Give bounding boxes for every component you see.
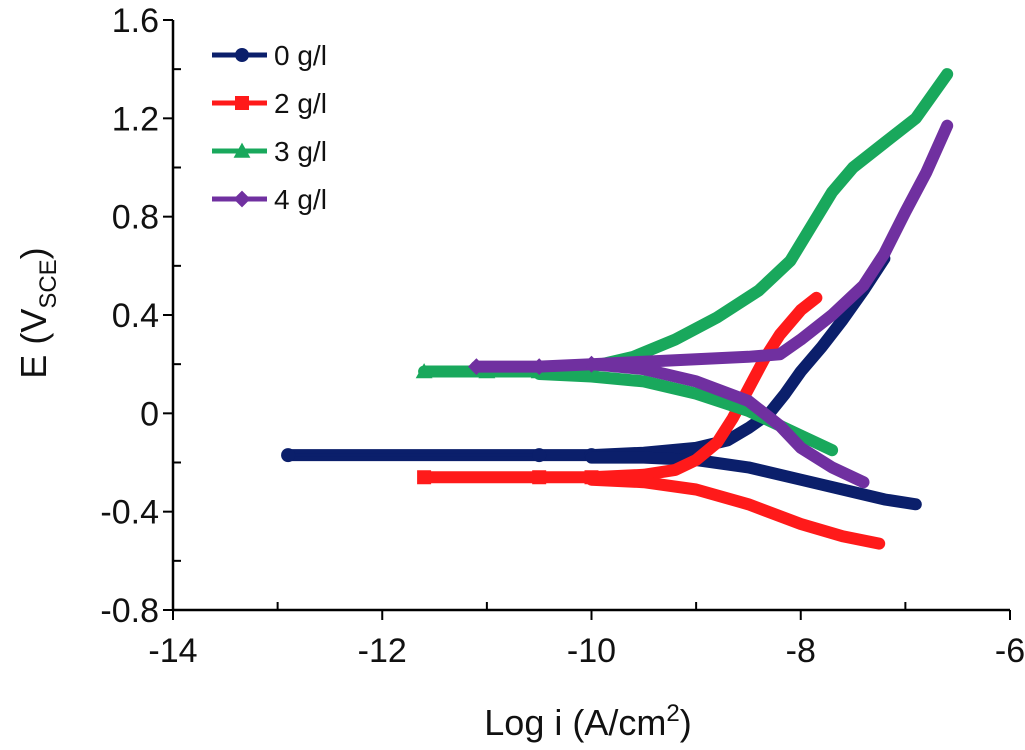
- y-tick-label: 0.4: [112, 297, 159, 335]
- series-4-g-l: [468, 119, 954, 489]
- legend-label: 4 g/l: [274, 184, 327, 215]
- axes-layer: -0.8 -0.4 0 0.4 0.8 1.2 1.6 -14 -12 -10 -8 -6: [100, 2, 1025, 670]
- x-tick-label: -6: [995, 632, 1025, 670]
- legend-item: 4 g/l: [212, 184, 327, 215]
- legend-item: 2 g/l: [212, 88, 327, 119]
- x-tick-label: -8: [786, 632, 816, 670]
- data-point: [532, 470, 547, 485]
- series-2-g-l: [417, 291, 886, 550]
- series-line-cathodic: [533, 368, 839, 457]
- legend-label: 3 g/l: [274, 136, 327, 167]
- legend-marker: [235, 96, 249, 110]
- x-tick-label: -12: [358, 632, 407, 670]
- data-point: [415, 363, 433, 379]
- series-layer: [281, 68, 954, 550]
- legend-marker: [233, 142, 251, 158]
- series-line-anodic: [470, 119, 954, 373]
- y-tick-label: -0.4: [100, 494, 159, 532]
- y-axis-title: E (VSCE): [13, 247, 62, 378]
- series-line-cathodic: [585, 473, 886, 550]
- data-point: [417, 470, 432, 485]
- x-tick-label: -14: [148, 632, 197, 670]
- y-tick-label: -0.8: [100, 592, 159, 630]
- legend-label: 0 g/l: [274, 40, 327, 71]
- data-point: [532, 448, 547, 463]
- y-tick-label: 0.8: [112, 199, 159, 237]
- legend-label: 2 g/l: [274, 88, 327, 119]
- series-3-g-l: [415, 68, 954, 457]
- y-tick-label: 1.6: [112, 2, 159, 40]
- y-tick-label: 0: [140, 395, 159, 433]
- legend-item: 0 g/l: [212, 40, 327, 71]
- y-tick-label: 1.2: [112, 100, 159, 138]
- legend-item: 3 g/l: [212, 136, 327, 167]
- x-tick-label: -10: [567, 632, 616, 670]
- legend-marker: [233, 190, 251, 208]
- series-line-cathodic: [585, 358, 870, 489]
- legend: 0 g/l 2 g/l 3 g/l 4 g/l: [212, 40, 327, 215]
- legend-marker: [235, 48, 249, 62]
- series-line-cathodic: [585, 451, 922, 511]
- data-point: [530, 358, 548, 376]
- data-point: [281, 448, 296, 463]
- series-line-anodic: [282, 252, 891, 462]
- data-point: [468, 358, 485, 376]
- series-line-anodic: [418, 68, 954, 378]
- x-axis-title: Log i (A/cm2): [484, 700, 691, 743]
